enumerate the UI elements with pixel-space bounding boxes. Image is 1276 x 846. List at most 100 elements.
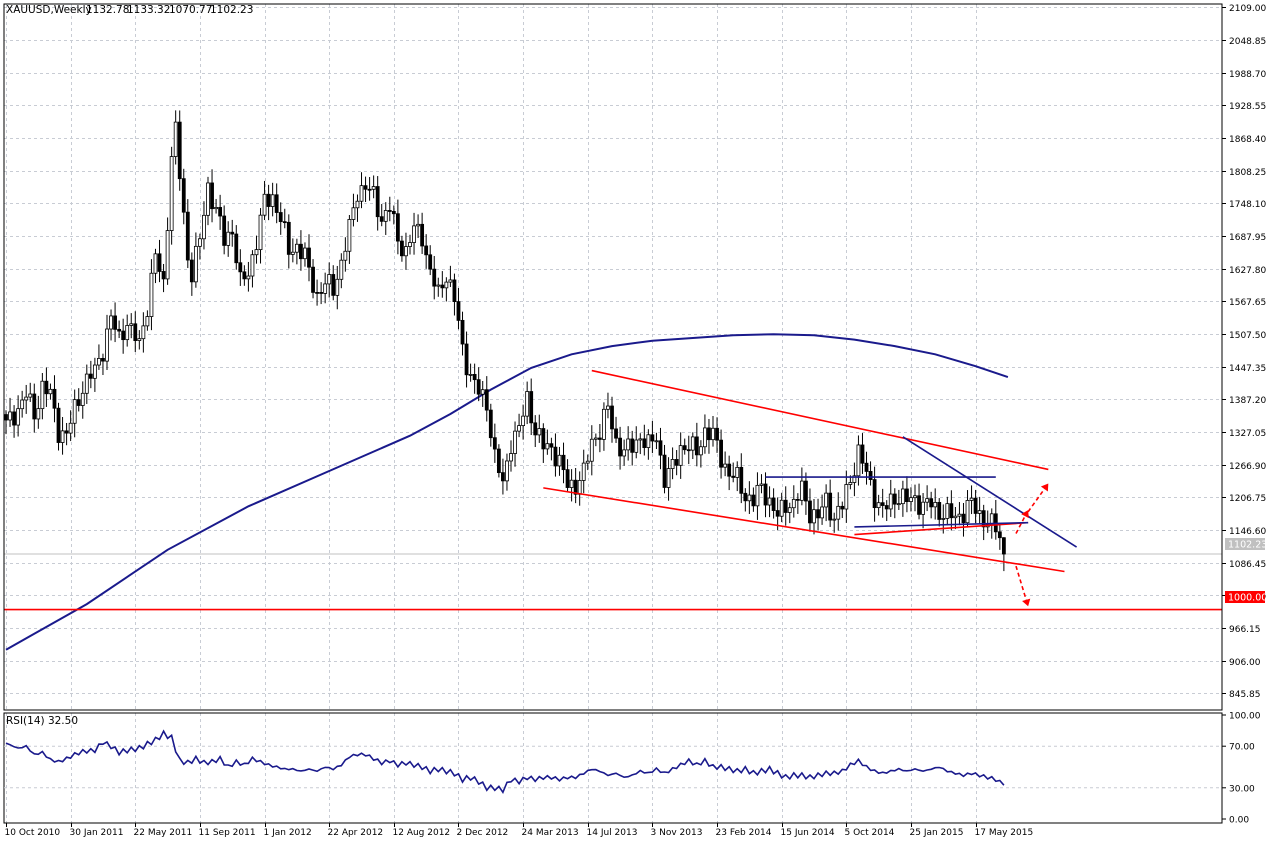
candle-body	[941, 518, 946, 520]
candle-body	[169, 156, 174, 231]
candle-body	[686, 449, 691, 452]
candle-body	[650, 434, 655, 442]
candle-body	[775, 510, 780, 517]
candle-body	[101, 358, 105, 362]
y-tick-label: 1988.70	[1229, 70, 1266, 80]
candle-body	[145, 316, 150, 327]
candle-body	[52, 388, 57, 409]
candle-body	[812, 509, 816, 524]
candle-body	[856, 444, 861, 477]
trendline	[543, 487, 1065, 573]
candle-body	[900, 488, 905, 505]
candle-body	[791, 498, 796, 509]
candle-body	[371, 186, 376, 190]
y-tick-label: 1387.20	[1229, 396, 1266, 406]
rsi-line	[5, 729, 1005, 794]
y-tick-label: 1327.05	[1229, 429, 1266, 439]
candle-body	[278, 212, 283, 223]
candle-body	[129, 323, 134, 326]
candle-body	[735, 466, 740, 478]
candle-body	[606, 405, 610, 410]
x-tick-label: 5 Oct 2014	[845, 828, 895, 838]
candle-body	[189, 259, 194, 283]
y-tick-label: 906.00	[1229, 658, 1261, 668]
y-tick-label: 1507.50	[1229, 331, 1266, 341]
candle-body	[953, 515, 958, 519]
y-tick-label: 966.15	[1229, 625, 1261, 635]
grid-layer	[4, 4, 1222, 823]
candle-body	[492, 437, 497, 450]
candle-body	[315, 292, 319, 294]
candle-body	[484, 389, 489, 411]
candle-body	[323, 283, 328, 294]
y-tick-label: 1206.75	[1229, 494, 1266, 504]
candle-body	[666, 468, 671, 488]
candle-body	[876, 502, 881, 509]
candle-body	[404, 246, 408, 257]
candle-body	[795, 498, 800, 501]
candle-body	[585, 460, 590, 464]
candle-body	[290, 251, 295, 255]
trendline	[854, 521, 1029, 528]
candle-body	[242, 271, 247, 280]
candle-body	[937, 502, 942, 520]
candle-body	[957, 513, 962, 517]
candle-body	[832, 518, 837, 521]
candle-body	[206, 182, 210, 216]
candle-body	[185, 211, 190, 261]
candle-body	[521, 415, 526, 426]
candle-body	[133, 323, 138, 341]
candle-body	[533, 422, 538, 436]
candle-body	[258, 214, 263, 251]
candle-body	[282, 221, 287, 224]
arrow-up-small-head	[1021, 510, 1029, 519]
candle-body	[642, 438, 647, 448]
candle-body	[460, 319, 465, 345]
x-tick-label: 24 Mar 2013	[522, 828, 579, 838]
candle-body	[97, 358, 101, 366]
candle-body	[412, 225, 416, 243]
candle-body	[771, 497, 776, 511]
candle-body	[351, 207, 356, 220]
candle-body	[339, 259, 344, 280]
candle-body	[755, 484, 760, 507]
candle-body	[250, 254, 255, 277]
candle-body	[678, 445, 683, 466]
candle-body	[799, 480, 804, 501]
x-tick-label: 22 Apr 2012	[328, 828, 384, 838]
candle-body	[4, 414, 8, 421]
candle-body	[319, 292, 324, 294]
candle-body	[880, 502, 885, 506]
candle-body	[981, 510, 986, 528]
candle-body	[977, 510, 982, 514]
x-tick-label: 11 Sep 2011	[199, 828, 256, 838]
y-tick-label: 1868.40	[1229, 135, 1266, 145]
candle-body	[327, 274, 332, 285]
candle-body	[614, 428, 618, 439]
candle-body	[872, 479, 877, 509]
candle-body	[36, 408, 41, 420]
candle-body	[391, 211, 396, 215]
candle-body	[64, 430, 69, 434]
candle-body	[804, 480, 808, 502]
candle-body	[913, 495, 917, 499]
candle-body	[8, 411, 12, 421]
candle-body	[496, 448, 501, 474]
y-tick-label: 1086.45	[1229, 560, 1266, 570]
candle-body	[92, 364, 97, 379]
ma-line	[5, 333, 1009, 651]
trendline	[854, 521, 1029, 536]
candle-body	[569, 479, 574, 488]
x-tick-label: 3 Nov 2013	[651, 828, 703, 838]
candle-body	[860, 444, 865, 464]
candle-body	[921, 501, 925, 515]
x-tick-label: 2 Dec 2012	[457, 828, 509, 838]
candle-body	[177, 121, 182, 180]
price-panel-border	[3, 3, 1223, 711]
candle-body	[973, 497, 978, 514]
y-tick-label: 1687.95	[1229, 233, 1266, 243]
trendline	[902, 436, 1078, 548]
rsi-label: RSI(14) 32.50	[6, 715, 78, 727]
level-1000-label-bg	[1225, 591, 1265, 603]
